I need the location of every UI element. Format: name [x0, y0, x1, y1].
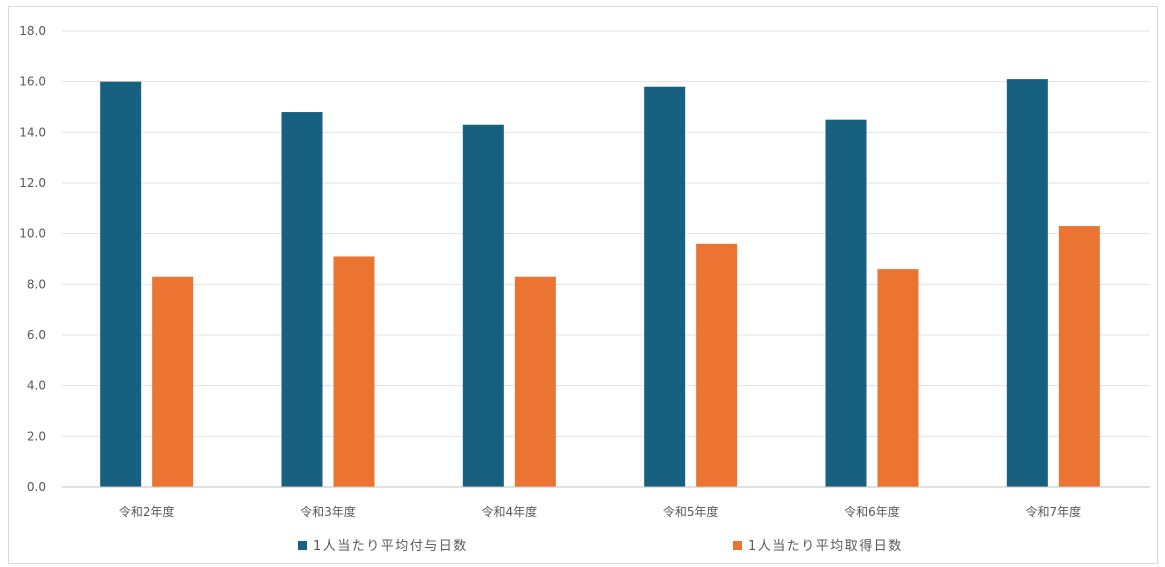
y-tick-label: 6.0	[27, 328, 46, 342]
y-tick-label: 12.0	[19, 176, 46, 190]
y-tick-label: 18.0	[19, 24, 46, 38]
x-category-label: 令和2年度	[119, 504, 175, 519]
bar-granted-1	[100, 81, 142, 488]
bar-granted-6	[1006, 79, 1048, 487]
legend-swatch	[733, 541, 742, 550]
bar-taken-2	[333, 256, 375, 487]
y-tick-label: 0.0	[27, 480, 46, 494]
bar-taken-5	[877, 269, 919, 487]
chart-frame	[8, 6, 1158, 564]
y-tick-label: 14.0	[19, 125, 46, 139]
x-category-label: 令和4年度	[482, 504, 538, 519]
bar-taken-6	[1058, 226, 1100, 488]
bar-taken-1	[152, 276, 194, 487]
bar-taken-4	[696, 243, 738, 487]
y-tick-label: 16.0	[19, 75, 46, 89]
x-category-label: 令和3年度	[300, 504, 356, 519]
bar-granted-2	[281, 112, 323, 488]
x-category-label: 令和6年度	[844, 504, 900, 519]
x-category-label: 令和5年度	[663, 504, 719, 519]
y-tick-label: 10.0	[19, 227, 46, 241]
legend-swatch	[298, 541, 307, 550]
x-axis-categories: 令和2年度 令和3年度 令和4年度 令和5年度 令和6年度 令和7年度	[119, 504, 1081, 519]
bar-granted-5	[825, 119, 867, 488]
bar-granted-4	[644, 86, 686, 487]
bar-granted-3	[462, 124, 504, 487]
bars	[100, 79, 1100, 488]
y-tick-label: 4.0	[27, 379, 46, 393]
legend: 1人当たり平均付与日数 1人当たり平均取得日数	[298, 538, 903, 554]
x-category-label: 令和7年度	[1026, 504, 1082, 519]
legend-label: 1人当たり平均取得日数	[748, 538, 903, 554]
y-tick-label: 2.0	[27, 429, 46, 443]
bar-taken-3	[514, 276, 556, 487]
gridlines	[62, 30, 1150, 437]
legend-label: 1人当たり平均付与日数	[313, 539, 468, 554]
y-tick-label: 8.0	[27, 277, 46, 291]
y-axis-ticks: 0.0 2.0 4.0 6.0 8.0 10.0 12.0 14.0 16.0 18.0	[19, 24, 46, 494]
